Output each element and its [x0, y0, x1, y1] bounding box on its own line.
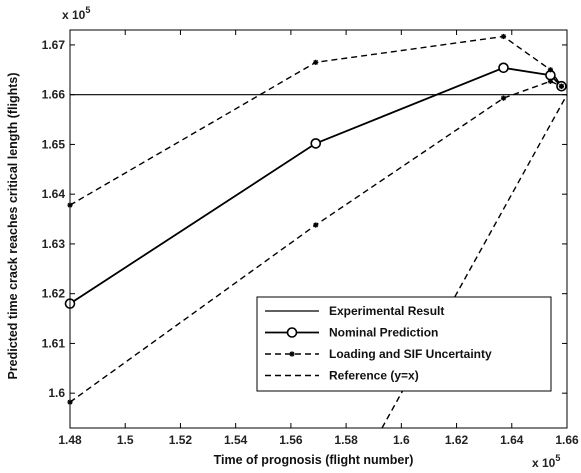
y-axis-multiplier: x 105	[62, 5, 90, 22]
markers	[64, 33, 567, 405]
y-tick-label: 1.6	[48, 386, 65, 400]
x-axis-multiplier: x 105	[532, 453, 560, 470]
legend-entry: Loading and SIF Uncertainty	[265, 347, 492, 361]
y-tick-label: 1.63	[42, 237, 66, 251]
data-point-circle	[286, 327, 298, 338]
series-line	[70, 66, 563, 305]
data-point-star	[547, 78, 554, 84]
legend-label: Loading and SIF Uncertainty	[329, 347, 492, 361]
data-point-star	[500, 95, 507, 101]
data-point-star	[313, 59, 319, 65]
x-tick-label: 1.56	[279, 433, 303, 447]
legend-label: Nominal Prediction	[329, 326, 438, 340]
y-axis-label: Predicted time crack reaches critical le…	[6, 72, 20, 379]
y-tick-label: 1.65	[42, 137, 66, 151]
x-tick-label: 1.62	[445, 433, 469, 447]
legend-entry: Reference (y=x)	[265, 369, 419, 383]
y-tick-label: 1.66	[42, 88, 66, 102]
series-1	[70, 66, 563, 305]
x-tick-label: 1.52	[169, 433, 193, 447]
y-tick-label: 1.67	[42, 38, 66, 52]
data-point-star	[547, 67, 554, 73]
axis-ticks: 1.48 1.5 1.52 1.54 1.56 1.58 1.6 1.62 1.64 1.66 1.…	[42, 30, 579, 447]
y-tick-label: 1.62	[42, 287, 66, 301]
x-tick-label: 1.54	[224, 433, 248, 447]
x-tick-label: 1.66	[555, 433, 579, 447]
x-tick-label: 1.58	[334, 433, 358, 447]
data-point-star	[289, 351, 295, 357]
x-tick-label: 1.48	[58, 433, 82, 447]
data-point-circle	[310, 138, 322, 149]
legend-label: Reference (y=x)	[329, 369, 419, 383]
data-point-star	[558, 83, 565, 89]
data-point-star	[500, 33, 507, 40]
y-tick-label: 1.64	[42, 187, 66, 201]
x-tick-label: 1.6	[393, 433, 410, 447]
x-axis-label: Time of prognosis (flight number)	[214, 453, 414, 467]
series-line	[70, 80, 562, 403]
legend-entry: Nominal Prediction	[265, 326, 438, 340]
legend-label: Experimental Result	[329, 304, 444, 318]
data-point-circle	[498, 62, 509, 74]
x-tick-label: 1.5	[117, 433, 134, 447]
x-tick-label: 1.64	[500, 433, 524, 447]
series-3	[70, 80, 562, 403]
plot-frame	[69, 29, 568, 429]
legend-entry: Experimental Result	[265, 304, 444, 318]
data-point-star	[313, 222, 319, 228]
y-tick-label: 1.61	[42, 336, 66, 350]
legend: Experimental Result Nominal Prediction Loa…	[256, 296, 552, 392]
